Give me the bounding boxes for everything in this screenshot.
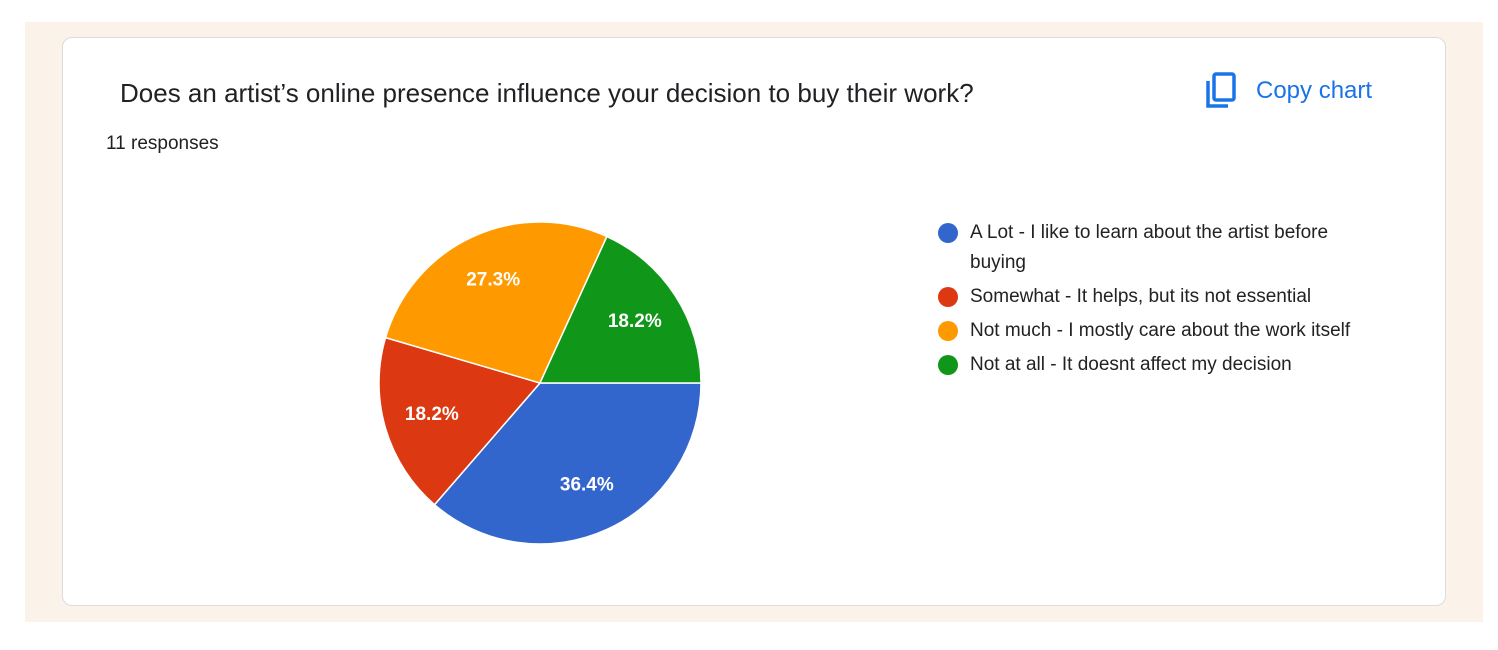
copy-chart-button[interactable]: Copy chart xyxy=(1204,72,1372,110)
slice-label: 36.4% xyxy=(560,475,614,496)
pie-slice xyxy=(378,336,542,506)
legend-swatch xyxy=(938,287,958,307)
pie-slice xyxy=(384,221,608,384)
legend-item: Somewhat - It helps, but its not essenti… xyxy=(938,282,1378,312)
copy-chart-label[interactable]: Copy chart xyxy=(1256,77,1373,104)
slice-label: 18.2% xyxy=(608,311,662,332)
legend: A Lot - I like to learn about the artist… xyxy=(938,218,1378,384)
chart-card xyxy=(62,37,1446,606)
legend-item: A Lot - I like to learn about the artist… xyxy=(938,218,1378,278)
pie-slice xyxy=(538,235,702,384)
chart-title: Does an artist’s online presence influen… xyxy=(120,78,974,108)
slice-label: 27.3% xyxy=(466,270,520,291)
legend-label: Not at all - It doesnt affect my decisio… xyxy=(970,354,1292,375)
legend-item: Not at all - It doesnt affect my decisio… xyxy=(938,350,1378,380)
response-count: 11 responses xyxy=(106,133,219,154)
legend-label: Somewhat - It helps, but its not essenti… xyxy=(970,286,1312,307)
legend-swatch xyxy=(938,223,958,243)
legend-item: Not much - I mostly care about the work … xyxy=(938,316,1378,346)
legend-swatch xyxy=(938,321,958,341)
legend-swatch xyxy=(938,355,958,375)
pie-slice xyxy=(433,382,702,545)
copy-icon xyxy=(1206,72,1236,108)
legend-label: Not much - I mostly care about the work … xyxy=(970,320,1351,341)
legend-label: A Lot - I like to learn about the artist… xyxy=(970,222,1329,273)
slice-label: 18.2% xyxy=(405,404,459,425)
